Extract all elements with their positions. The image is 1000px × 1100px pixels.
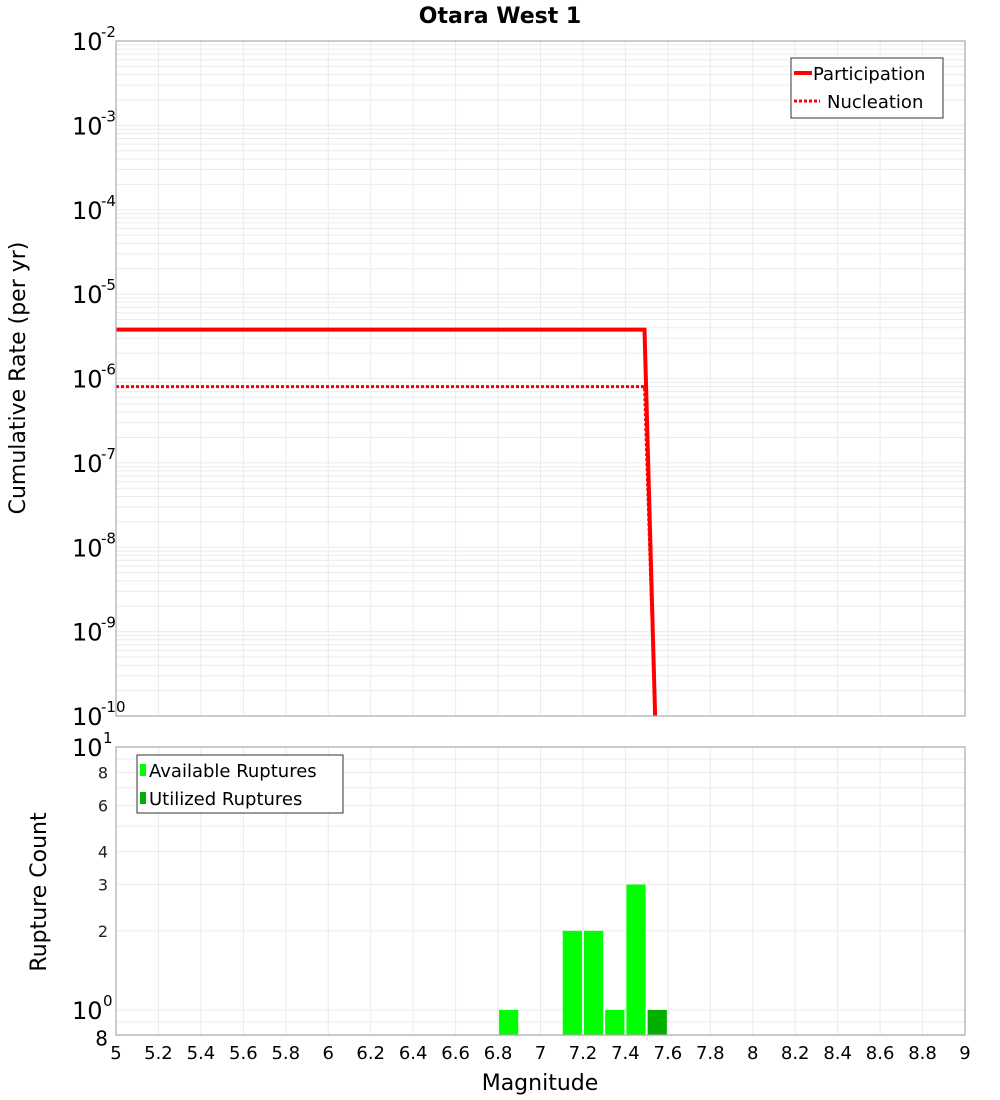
top-panel: 10-210-310-410-510-610-710-810-910-10 Cu… xyxy=(6,23,965,731)
y-tick-label: 101 xyxy=(72,729,113,762)
svg-text:10: 10 xyxy=(72,450,103,478)
svg-text:8: 8 xyxy=(98,763,108,782)
y-tick-label: 3 xyxy=(98,876,108,895)
svg-text:-2: -2 xyxy=(101,23,116,41)
svg-text:10: 10 xyxy=(72,734,103,762)
y-tick-label: 100 xyxy=(72,992,113,1025)
x-tick-label: 6.4 xyxy=(399,1043,428,1064)
x-tick-label: 5.4 xyxy=(187,1043,216,1064)
svg-text:-8: -8 xyxy=(101,529,116,547)
top-y-axis-label: Cumulative Rate (per yr) xyxy=(6,242,31,515)
svg-text:2: 2 xyxy=(98,922,108,941)
y-tick-label: 8 xyxy=(98,763,108,782)
x-tick-label: 9 xyxy=(959,1043,970,1064)
bottom-panel: 101864321008 Rupture Count Available Rup… xyxy=(27,729,971,1096)
available-legend-label: Available Ruptures xyxy=(149,761,317,782)
svg-text:0: 0 xyxy=(103,992,113,1010)
y-tick-label: 2 xyxy=(98,922,108,941)
chart-title: Otara West 1 xyxy=(419,4,581,29)
y-tick-label: 6 xyxy=(98,796,108,815)
y-tick-label: 10-2 xyxy=(72,23,116,56)
svg-text:-3: -3 xyxy=(101,107,116,125)
svg-text:10: 10 xyxy=(72,197,103,225)
svg-text:10: 10 xyxy=(72,619,103,647)
svg-text:8: 8 xyxy=(95,1026,108,1050)
histogram-bar xyxy=(499,1010,518,1035)
x-tick-label: 5.2 xyxy=(144,1043,173,1064)
y-tick-label: 10-5 xyxy=(72,276,116,309)
available-legend-swatch xyxy=(140,764,146,776)
x-tick-label: 8 xyxy=(747,1043,758,1064)
histogram-bar xyxy=(605,1010,624,1035)
svg-text:-6: -6 xyxy=(101,361,116,379)
bottom-y-axis-ticks: 101864321008 xyxy=(72,729,113,1050)
y-tick-label: 10-4 xyxy=(72,192,116,225)
y-tick-label: 10-10 xyxy=(72,698,126,731)
y-tick-label: 4 xyxy=(98,843,108,862)
x-tick-label: 5 xyxy=(110,1043,121,1064)
chart-canvas: Otara West 1 10-210-310-410-510-610-710-… xyxy=(0,0,1000,1100)
svg-text:10: 10 xyxy=(72,281,103,309)
x-axis-ticks: 5 5.2 5.4 5.6 5.8 6 6.2 6.4 6.6 6.8 7 7.2 7.4 7.6 7.8 8… xyxy=(110,1043,970,1064)
top-gridlines xyxy=(116,41,965,716)
x-tick-label: 7.2 xyxy=(569,1043,598,1064)
svg-text:10: 10 xyxy=(72,703,103,731)
histogram-bar xyxy=(563,931,582,1035)
bottom-legend: Available Ruptures Utilized Ruptures xyxy=(137,755,343,813)
histogram-bar xyxy=(584,931,603,1035)
svg-text:4: 4 xyxy=(98,843,108,862)
svg-text:-9: -9 xyxy=(101,614,116,632)
x-tick-label: 7.6 xyxy=(654,1043,683,1064)
x-tick-label: 6.6 xyxy=(441,1043,470,1064)
x-tick-label: 6.8 xyxy=(484,1043,513,1064)
histogram-bar xyxy=(648,1010,667,1035)
y-tick-label: 10-6 xyxy=(72,361,116,394)
utilized-legend-label: Utilized Ruptures xyxy=(149,789,302,810)
x-tick-label: 8.8 xyxy=(908,1043,937,1064)
svg-text:10: 10 xyxy=(72,112,103,140)
svg-text:-5: -5 xyxy=(101,276,116,294)
svg-text:-4: -4 xyxy=(101,192,116,210)
x-tick-label: 6 xyxy=(323,1043,334,1064)
y-tick-label: 10-3 xyxy=(72,107,116,140)
histogram-bar xyxy=(626,885,645,1035)
x-tick-label: 7.4 xyxy=(611,1043,640,1064)
y-tick-label: 8 xyxy=(95,1026,108,1050)
x-tick-label: 6.2 xyxy=(356,1043,385,1064)
participation-legend-label: Participation xyxy=(813,64,925,85)
x-axis-label: Magnitude xyxy=(482,1071,599,1096)
x-tick-label: 7 xyxy=(535,1043,546,1064)
svg-text:3: 3 xyxy=(98,876,108,895)
svg-text:10: 10 xyxy=(72,997,103,1025)
svg-text:1: 1 xyxy=(103,729,113,747)
x-tick-label: 5.8 xyxy=(271,1043,300,1064)
x-tick-label: 5.6 xyxy=(229,1043,258,1064)
svg-text:-10: -10 xyxy=(101,698,126,716)
svg-text:6: 6 xyxy=(98,796,108,815)
x-tick-label: 7.8 xyxy=(696,1043,725,1064)
utilized-legend-swatch xyxy=(140,792,146,804)
y-tick-label: 10-9 xyxy=(72,614,116,647)
y-tick-label: 10-7 xyxy=(72,445,116,478)
x-tick-label: 8.6 xyxy=(866,1043,895,1064)
top-legend: Participation Nucleation xyxy=(791,58,943,118)
svg-text:10: 10 xyxy=(72,366,103,394)
svg-text:-7: -7 xyxy=(101,445,116,463)
x-tick-label: 8.2 xyxy=(781,1043,810,1064)
bottom-y-axis-label: Rupture Count xyxy=(27,812,52,972)
y-tick-label: 10-8 xyxy=(72,529,116,562)
nucleation-legend-label: Nucleation xyxy=(827,92,923,113)
svg-text:10: 10 xyxy=(72,534,103,562)
x-tick-label: 8.4 xyxy=(823,1043,852,1064)
svg-text:10: 10 xyxy=(72,28,103,56)
